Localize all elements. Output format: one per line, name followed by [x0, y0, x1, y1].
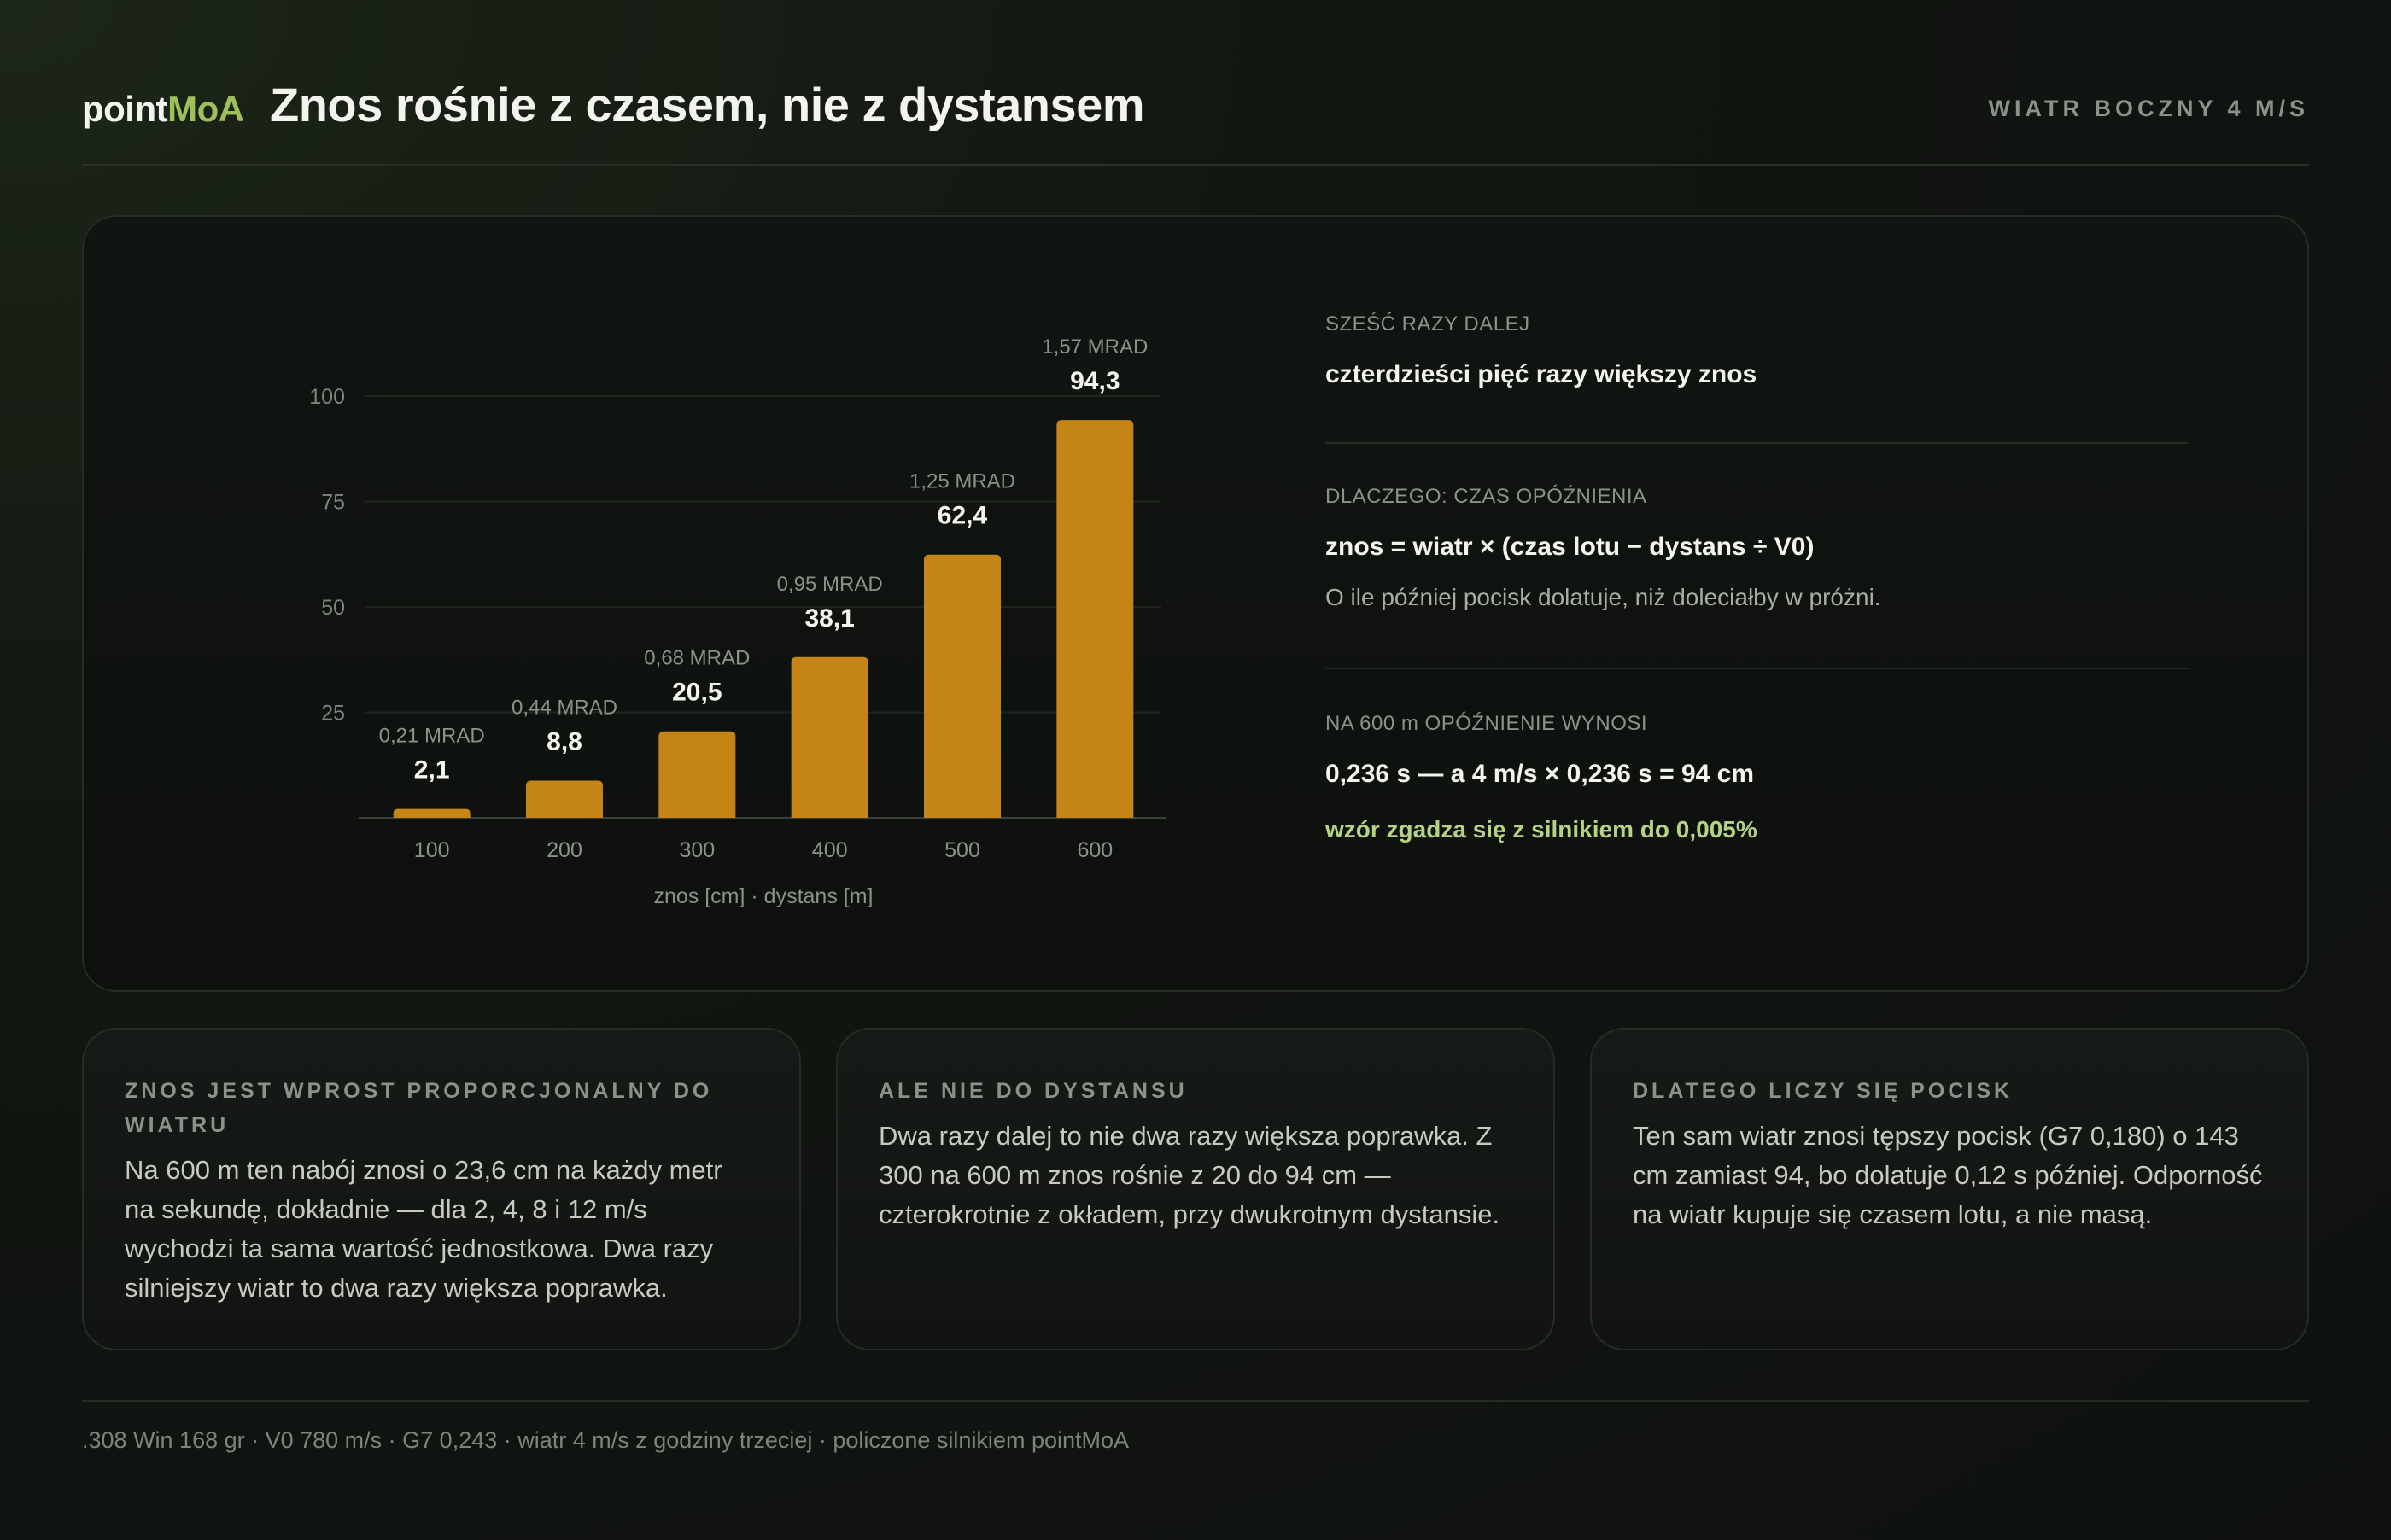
card-not-distance: ALE NIE DO DYSTANSU Dwa razy dalej to ni…: [836, 1028, 1555, 1350]
bar-mrad-label: 0,44 MRAD: [512, 697, 617, 720]
card-title: ZNOS JEST WPROST PROPORCJONALNY DO WIATR…: [125, 1079, 713, 1137]
bar-value-label: 2,1: [414, 756, 450, 785]
card-wind-proportional: ZNOS JEST WPROST PROPORCJONALNY DO WIATR…: [82, 1028, 801, 1350]
fact-six-times: SZEŚĆ RAZY DALEJ czterdzieści pięć razy …: [1325, 312, 2188, 444]
fact-label: DLACZEGO: CZAS OPÓŹNIENIA: [1325, 485, 1647, 508]
x-tick-label: 100: [414, 838, 450, 862]
footer-note: .308 Win 168 gr · V0 780 m/s · G7 0,243 …: [82, 1427, 1130, 1453]
card-title: DLATEGO LICZY SIĘ POCISK: [1633, 1079, 2014, 1103]
x-tick-label: 300: [679, 838, 715, 862]
x-tick-label: 500: [944, 838, 980, 862]
card-text: Na 600 m ten nabój znosi o 23,6 cm na ka…: [125, 1155, 722, 1303]
bar: [658, 731, 736, 818]
bar-mrad-label: 1,57 MRAD: [1042, 335, 1148, 359]
fact-label: NA 600 m OPÓŹNIENIE WYNOSI: [1325, 712, 1648, 735]
card-title: ALE NIE DO DYSTANSU: [879, 1079, 1188, 1103]
x-tick-label: 200: [547, 838, 582, 862]
logo-main: point: [82, 89, 168, 129]
x-tick-label: 400: [812, 838, 848, 862]
facts-panel: SZEŚĆ RAZY DALEJ czterdzieści pięć razy …: [1325, 312, 2188, 843]
bar-mrad-label: 1,25 MRAD: [909, 470, 1015, 493]
fact-delay: NA 600 m OPÓŹNIENIE WYNOSI 0,236 s — a 4…: [1325, 669, 2188, 843]
fact-formula: znos = wiatr × (czas lotu − dystans ÷ V0…: [1325, 533, 1815, 561]
fact-why: DLACZEGO: CZAS OPÓŹNIENIA znos = wiatr ×…: [1325, 444, 2188, 669]
page-title: Znos rośnie z czasem, nie z dystansem: [270, 78, 1145, 131]
card-text: Dwa razy dalej to nie dwa razy większa p…: [879, 1121, 1500, 1229]
fact-label: SZEŚĆ RAZY DALEJ: [1325, 312, 1530, 335]
bar-value-label: 62,4: [938, 502, 988, 530]
bar-mrad-label: 0,21 MRAD: [379, 725, 485, 748]
bar: [393, 808, 471, 818]
drift-bar-chart: 25 50 75 100 2,1 0,21 MRAD 100 8,8 0,44 MRAD 200 2…: [309, 335, 1166, 908]
card-text: Ten sam wiatr znosi tępszy pocisk (G7 0,…: [1633, 1121, 2263, 1229]
x-axis-label: znos [cm] · dystans [m]: [653, 884, 873, 908]
card-bullet-matters: DLATEGO LICZY SIĘ POCISK Ten sam wiatr z…: [1590, 1028, 2309, 1350]
bar: [924, 554, 1001, 818]
bar-value-label: 94,3: [1070, 367, 1120, 395]
logo[interactable]: pointMoA: [82, 89, 244, 130]
bar: [526, 780, 603, 818]
fact-description: O ile później pocisk dolatuje, niż dolec…: [1325, 584, 1881, 610]
bar-mrad-label: 0,95 MRAD: [777, 573, 883, 596]
bar-mrad-label: 0,68 MRAD: [644, 647, 750, 670]
fact-value: 0,236 s — a 4 m/s × 0,236 s = 94 cm: [1325, 760, 1755, 788]
footer-divider: [82, 1400, 2309, 1402]
y-tick-label: 25: [321, 702, 345, 726]
x-tick-label: 600: [1077, 838, 1113, 862]
fact-accuracy-note: wzór zgadza się z silnikiem do 0,005%: [1325, 816, 1757, 843]
bar: [1056, 420, 1134, 818]
fact-value: czterdzieści pięć razy większy znos: [1325, 360, 1757, 388]
bar-value-label: 8,8: [547, 728, 582, 756]
wind-badge: WIATR BOCZNY 4 M/S: [1988, 96, 2309, 121]
logo-accent: MoA: [167, 89, 244, 129]
y-tick-label: 75: [321, 491, 345, 515]
bar-value-label: 38,1: [804, 604, 854, 633]
bar-value-label: 20,5: [672, 679, 722, 707]
header: pointMoA Znos rośnie z czasem, nie z dys…: [82, 72, 2309, 166]
bar: [791, 656, 868, 818]
main-chart-card: 25 50 75 100 2,1 0,21 MRAD 100 8,8 0,44 MRAD 200 2…: [82, 215, 2309, 992]
y-tick-label: 100: [309, 385, 345, 409]
y-tick-label: 50: [321, 596, 345, 620]
